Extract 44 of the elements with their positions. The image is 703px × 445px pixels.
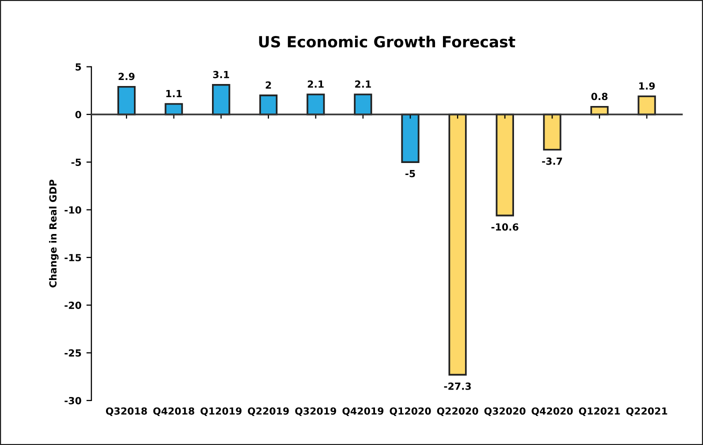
data-label: -5	[405, 170, 416, 178]
x-tick-label: Q22019	[248, 407, 289, 416]
data-label: 3.1	[213, 70, 230, 78]
data-label: -3.7	[542, 158, 562, 165]
x-tick-label: Q42018	[153, 407, 194, 416]
bar	[448, 114, 467, 376]
data-label: 2.9	[118, 72, 134, 80]
data-label: 2.1	[308, 80, 324, 88]
y-tick-label: 5	[76, 63, 81, 71]
x-tick-label: Q42020	[532, 407, 573, 416]
bar	[543, 114, 562, 151]
data-label: 2	[266, 81, 271, 89]
bar	[259, 94, 278, 116]
y-tick-label: -5	[71, 158, 81, 166]
chart-title: US Economic Growth Forecast	[259, 36, 516, 48]
bar	[117, 86, 136, 116]
bar	[496, 114, 514, 216]
bar	[212, 84, 230, 116]
x-tick-label: Q12021	[578, 407, 620, 416]
y-tick-label: -15	[64, 254, 81, 262]
data-label: -10.6	[491, 223, 518, 231]
y-tick-label: -25	[64, 349, 81, 357]
y-tick-label: -30	[64, 396, 82, 404]
y-tick-label: 0	[75, 110, 82, 118]
data-label: 1.9	[639, 82, 655, 90]
data-label: -27.3	[444, 382, 471, 390]
x-tick-label: Q32019	[295, 407, 336, 416]
data-label: 1.1	[166, 90, 182, 98]
data-label: 0.8	[591, 92, 608, 100]
bar	[306, 94, 325, 116]
y-axis-title: Change in Real GDP	[49, 180, 59, 288]
x-tick-label: Q42019	[342, 407, 384, 416]
x-tick-label: Q12019	[200, 407, 242, 416]
bar	[401, 114, 420, 163]
x-tick-label: Q32020	[484, 407, 526, 416]
y-tick-label: -10	[64, 206, 82, 214]
x-tick-label: Q22021	[626, 407, 668, 416]
x-tick-label: Q32018	[106, 407, 147, 416]
bar	[354, 94, 372, 116]
data-label: 2.1	[355, 80, 371, 88]
x-tick-label: Q12020	[390, 407, 431, 416]
y-tick-label: -20	[64, 302, 82, 309]
bar	[638, 95, 656, 116]
x-tick-label: Q22020	[437, 407, 478, 416]
